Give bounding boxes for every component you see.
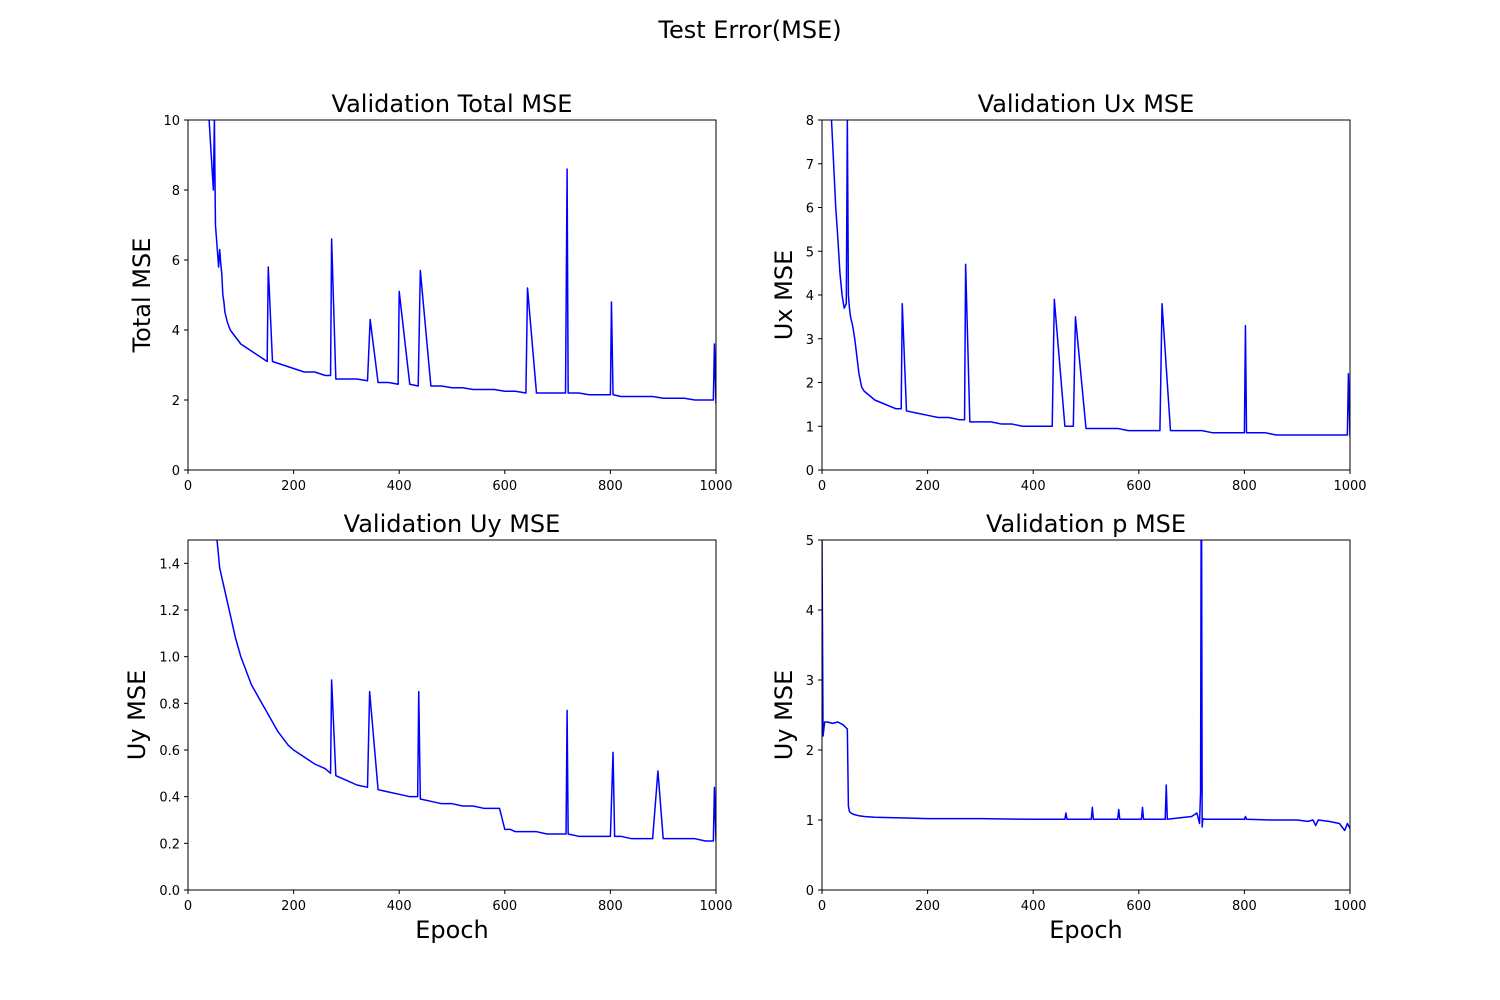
panel-title: Validation Uy MSE xyxy=(344,510,561,538)
series-line xyxy=(830,120,1350,438)
y-tick-label: 3 xyxy=(806,333,814,348)
y-tick-label: 2 xyxy=(806,377,814,392)
axes-frame xyxy=(187,539,717,891)
y-tick-label: 6 xyxy=(172,254,180,269)
y-tick-label: 4 xyxy=(806,604,814,619)
y-tick-label: 2 xyxy=(172,394,180,409)
x-tick-label: 400 xyxy=(387,479,412,494)
y-axis-label: Total MSE xyxy=(128,238,156,354)
x-tick-label: 600 xyxy=(1126,479,1151,494)
y-axis-label: Uy MSE xyxy=(123,670,151,761)
y-tick-label: 0 xyxy=(806,464,814,479)
y-tick-label: 5 xyxy=(806,534,814,549)
x-tick-label: 800 xyxy=(598,479,623,494)
y-tick-label: 0.2 xyxy=(159,837,180,852)
panel-total-mse: Validation Total MSE Total MSE 0 200 400 60… xyxy=(128,90,733,494)
panel-uy-mse: Validation Uy MSE Uy MSE Epoch 0 200 400 60… xyxy=(123,510,733,944)
x-tick-label: 800 xyxy=(1232,899,1257,914)
x-tick-label: 200 xyxy=(915,899,940,914)
series-line xyxy=(216,540,716,842)
x-tick-label: 400 xyxy=(387,899,412,914)
x-tick-label: 800 xyxy=(1232,479,1257,494)
y-tick-label: 2 xyxy=(806,744,814,759)
x-tick-label: 800 xyxy=(598,899,623,914)
panel-title: Validation Ux MSE xyxy=(978,90,1195,118)
y-tick-label: 1.4 xyxy=(159,557,180,572)
x-tick-label: 1000 xyxy=(1333,479,1366,494)
x-tick-label: 0 xyxy=(818,479,826,494)
panel-title: Validation Total MSE xyxy=(332,90,573,118)
y-tick-label: 1 xyxy=(806,814,814,829)
y-tick-label: 1.0 xyxy=(159,651,180,666)
figure-suptitle: Test Error(MSE) xyxy=(657,16,841,44)
y-tick-label: 0.8 xyxy=(159,697,180,712)
x-tick-label: 600 xyxy=(492,479,517,494)
x-tick-label: 0 xyxy=(184,899,192,914)
y-tick-label: 0 xyxy=(172,464,180,479)
x-tick-label: 0 xyxy=(184,479,192,494)
panel-p-mse: Validation p MSE Uy MSE Epoch 0 200 400 600… xyxy=(770,510,1367,944)
y-tick-label: 8 xyxy=(172,184,180,199)
y-tick-label: 8 xyxy=(806,114,814,129)
y-tick-label: 0.6 xyxy=(159,744,180,759)
x-tick-label: 600 xyxy=(1126,899,1151,914)
series-line xyxy=(208,120,716,404)
y-tick-label: 10 xyxy=(163,114,180,129)
x-tick-label: 1000 xyxy=(699,899,732,914)
y-tick-label: 6 xyxy=(806,202,814,217)
panel-title: Validation p MSE xyxy=(986,510,1186,538)
x-axis-label: Epoch xyxy=(1049,916,1123,944)
y-tick-label: 3 xyxy=(806,674,814,689)
x-tick-label: 0 xyxy=(818,899,826,914)
y-axis-label: Uy MSE xyxy=(770,670,798,761)
axes-frame xyxy=(187,119,717,471)
x-tick-label: 400 xyxy=(1021,899,1046,914)
x-tick-label: 200 xyxy=(915,479,940,494)
x-axis-label: Epoch xyxy=(415,916,489,944)
y-tick-label: 5 xyxy=(806,245,814,260)
y-tick-label: 1.2 xyxy=(159,604,180,619)
y-tick-label: 4 xyxy=(172,324,180,339)
y-tick-label: 1 xyxy=(806,420,814,435)
panel-ux-mse: Validation Ux MSE Ux MSE 0 200 400 600 800 10… xyxy=(770,90,1367,494)
x-tick-label: 1000 xyxy=(1333,899,1366,914)
y-tick-label: 0 xyxy=(806,884,814,899)
y-tick-label: 0.0 xyxy=(159,884,180,899)
y-axis-label: Ux MSE xyxy=(770,250,798,341)
axes-frame xyxy=(821,539,1351,891)
x-tick-label: 1000 xyxy=(699,479,732,494)
series-line xyxy=(822,540,1350,832)
x-tick-label: 200 xyxy=(281,479,306,494)
x-tick-label: 200 xyxy=(281,899,306,914)
x-tick-label: 400 xyxy=(1021,479,1046,494)
y-tick-label: 7 xyxy=(806,158,814,173)
y-tick-label: 4 xyxy=(806,289,814,304)
x-tick-label: 600 xyxy=(492,899,517,914)
y-tick-label: 0.4 xyxy=(159,791,180,806)
